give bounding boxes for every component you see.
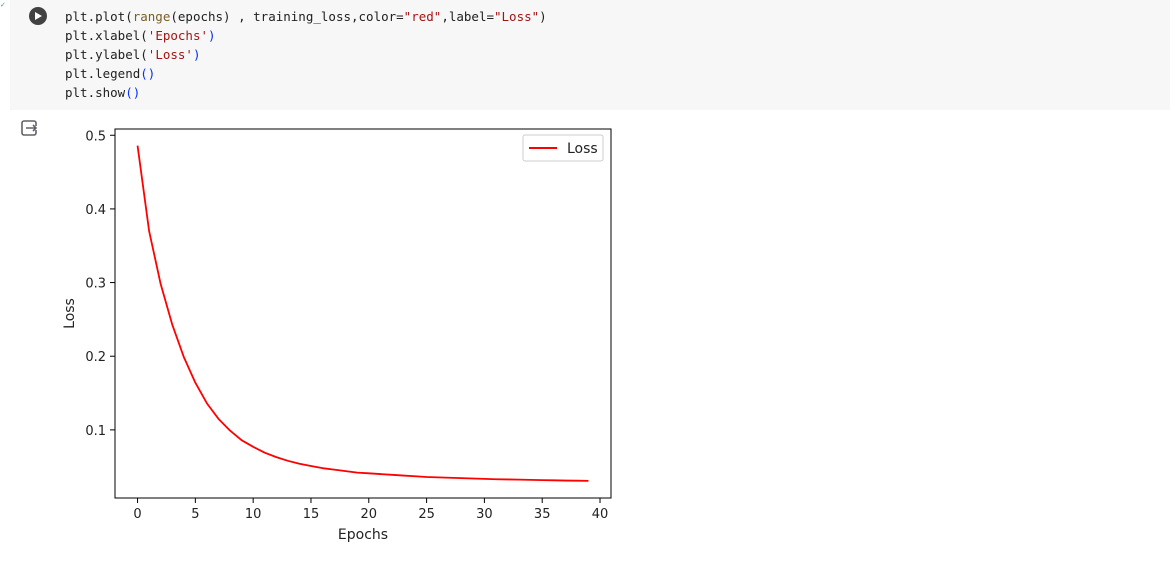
code-token: plt.show <box>65 85 126 100</box>
code-token: plt.legend <box>65 66 141 81</box>
x-tick-label: 20 <box>361 507 378 522</box>
code-line[interactable]: plt.legend() <box>65 64 547 83</box>
code-token: plt.ylabel( <box>65 47 148 62</box>
code-line[interactable]: plt.xlabel('Epochs') <box>65 26 547 45</box>
x-tick-label: 40 <box>592 507 609 522</box>
x-tick-label: 5 <box>191 507 199 522</box>
output-toggle-icon[interactable] <box>20 119 38 137</box>
x-axis-label: Epochs <box>338 527 388 543</box>
x-axis-ticks: 0 5 10 15 20 25 30 35 40 <box>133 498 608 522</box>
y-tick-label: 0.5 <box>85 129 106 144</box>
code-token: ) <box>539 9 547 24</box>
code-token: (epochs) , training_loss,color= <box>170 9 404 24</box>
legend: Loss <box>522 134 604 162</box>
y-tick-label: 0.1 <box>85 424 106 439</box>
execution-status-check-icon: ✓ <box>0 1 6 9</box>
x-tick-label: 15 <box>303 507 320 522</box>
code-token: range <box>132 9 171 24</box>
x-tick-label: 35 <box>534 507 551 522</box>
code-token: 'Loss' <box>147 47 193 62</box>
run-cell-button[interactable] <box>29 7 47 25</box>
code-editor[interactable]: plt.plot(range(epochs) , training_loss,c… <box>65 7 547 102</box>
legend-label: Loss <box>567 141 598 157</box>
code-line[interactable]: plt.plot(range(epochs) , training_loss,c… <box>65 7 547 26</box>
y-tick-label: 0.2 <box>85 350 106 365</box>
cell-gutter: ✓ <box>0 0 10 110</box>
code-token: plt.plot( <box>65 9 133 24</box>
code-token: "red" <box>403 9 442 24</box>
y-tick-label: 0.3 <box>85 277 106 292</box>
code-token: ) <box>208 28 216 43</box>
y-axis-ticks: 0.1 0.2 0.3 0.4 0.5 <box>85 129 115 439</box>
code-cell[interactable]: plt.plot(range(epochs) , training_loss,c… <box>10 0 1170 110</box>
code-line[interactable]: plt.show() <box>65 83 547 102</box>
code-line[interactable]: plt.ylabel('Loss') <box>65 45 547 64</box>
code-token: ,label= <box>441 9 494 24</box>
y-axis-label: Loss <box>62 298 78 329</box>
series-line-loss <box>136 145 589 482</box>
y-tick-label: 0.4 <box>85 203 106 218</box>
loss-chart: 0 5 10 15 20 25 30 35 40 0.10.20.30.40.5 Epochs … <box>62 128 612 543</box>
code-token: () <box>140 66 156 81</box>
legend-box <box>522 134 604 162</box>
play-icon <box>35 12 42 20</box>
code-token: 'Epochs' <box>147 28 209 43</box>
x-tick-label: 10 <box>245 507 262 522</box>
x-tick-label: 30 <box>476 507 493 522</box>
code-token: "Loss" <box>494 9 540 24</box>
axes-frame <box>114 128 612 499</box>
code-token: () <box>125 85 141 100</box>
x-tick-label: 0 <box>133 507 141 522</box>
x-tick-label: 25 <box>418 507 435 522</box>
code-token: plt.xlabel( <box>65 28 148 43</box>
code-token: ) <box>192 47 201 62</box>
